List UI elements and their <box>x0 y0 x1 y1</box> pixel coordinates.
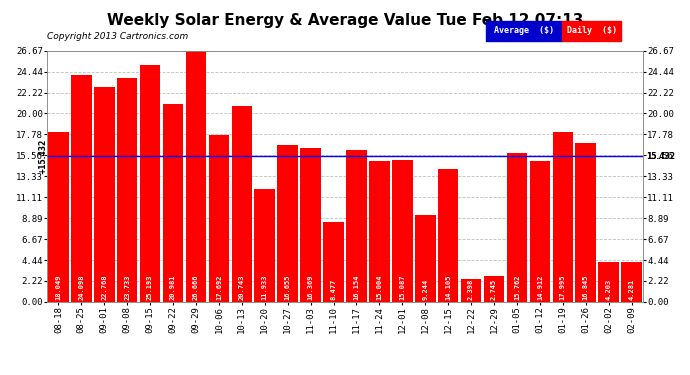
Bar <box>94 87 115 302</box>
Text: Average  ($): Average ($) <box>495 27 554 36</box>
Bar <box>140 64 160 302</box>
Text: 4.281: 4.281 <box>629 279 635 300</box>
Text: 17.995: 17.995 <box>560 274 566 300</box>
Bar <box>71 75 92 302</box>
Text: 15.762: 15.762 <box>514 274 520 300</box>
Bar <box>186 51 206 302</box>
Bar <box>530 161 550 302</box>
Text: 26.666: 26.666 <box>193 274 199 300</box>
Text: 15.087: 15.087 <box>400 274 405 300</box>
Bar <box>232 106 252 302</box>
Bar <box>48 132 69 302</box>
Text: 16.369: 16.369 <box>308 274 314 300</box>
Bar <box>346 150 367 302</box>
Bar <box>506 153 527 302</box>
Text: 16.845: 16.845 <box>583 274 589 300</box>
Bar <box>392 160 413 302</box>
Text: 2.745: 2.745 <box>491 279 497 300</box>
Bar <box>461 279 482 302</box>
Bar <box>277 145 298 302</box>
Bar <box>484 276 504 302</box>
Text: 4.203: 4.203 <box>606 279 612 300</box>
Bar <box>575 143 596 302</box>
Bar <box>300 148 321 302</box>
Bar <box>621 261 642 302</box>
Text: 16.154: 16.154 <box>353 274 359 300</box>
Text: 24.098: 24.098 <box>78 274 84 300</box>
Bar <box>255 189 275 302</box>
Text: 9.244: 9.244 <box>422 279 428 300</box>
Text: 11.933: 11.933 <box>262 274 268 300</box>
Text: 16.655: 16.655 <box>285 274 290 300</box>
Bar <box>163 104 184 302</box>
Bar <box>323 222 344 302</box>
Bar <box>598 262 619 302</box>
Bar <box>117 78 137 302</box>
Bar <box>208 135 229 302</box>
Bar <box>369 160 390 302</box>
Text: +15.432: +15.432 <box>38 139 47 174</box>
Text: 20.743: 20.743 <box>239 274 245 300</box>
Text: 2.398: 2.398 <box>468 279 474 300</box>
Text: 14.912: 14.912 <box>537 274 543 300</box>
Text: 20.981: 20.981 <box>170 274 176 300</box>
Text: 23.733: 23.733 <box>124 274 130 300</box>
Text: 17.692: 17.692 <box>216 274 222 300</box>
Text: 15.432: 15.432 <box>646 152 675 161</box>
Bar <box>438 169 458 302</box>
Text: 15.004: 15.004 <box>376 274 382 300</box>
Text: 8.477: 8.477 <box>331 279 337 300</box>
Text: 14.105: 14.105 <box>445 274 451 300</box>
Bar <box>415 215 435 302</box>
Text: 18.049: 18.049 <box>55 274 61 300</box>
Text: 22.768: 22.768 <box>101 274 107 300</box>
Text: 25.193: 25.193 <box>147 274 153 300</box>
Text: Copyright 2013 Cartronics.com: Copyright 2013 Cartronics.com <box>47 32 188 41</box>
Bar <box>553 132 573 302</box>
Text: Weekly Solar Energy & Average Value Tue Feb 12 07:13: Weekly Solar Energy & Average Value Tue … <box>107 13 583 28</box>
Text: Daily  ($): Daily ($) <box>566 27 617 36</box>
